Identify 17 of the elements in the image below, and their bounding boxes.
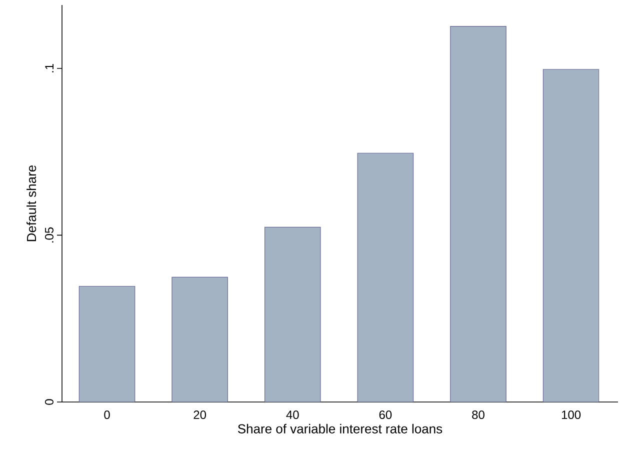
bar xyxy=(450,26,506,402)
bar xyxy=(542,69,600,402)
y-tick-label: .1 xyxy=(45,64,54,72)
x-tick-label: 40 xyxy=(286,410,299,420)
y-axis-title: Default share xyxy=(26,165,36,242)
x-axis-title: Share of variable interest rate loans xyxy=(238,424,442,434)
x-tick-label: 80 xyxy=(472,410,484,420)
bar xyxy=(172,276,228,402)
bar xyxy=(357,152,414,402)
x-tick-label: 0 xyxy=(104,410,110,420)
x-tick-label: 20 xyxy=(194,410,206,420)
y-tick-label: .05 xyxy=(44,227,54,242)
y-tick-label: 0 xyxy=(44,399,54,405)
bar xyxy=(264,226,321,402)
x-tick-label: 60 xyxy=(379,410,392,420)
x-tick-label: 100 xyxy=(562,410,581,420)
bar xyxy=(78,286,136,402)
